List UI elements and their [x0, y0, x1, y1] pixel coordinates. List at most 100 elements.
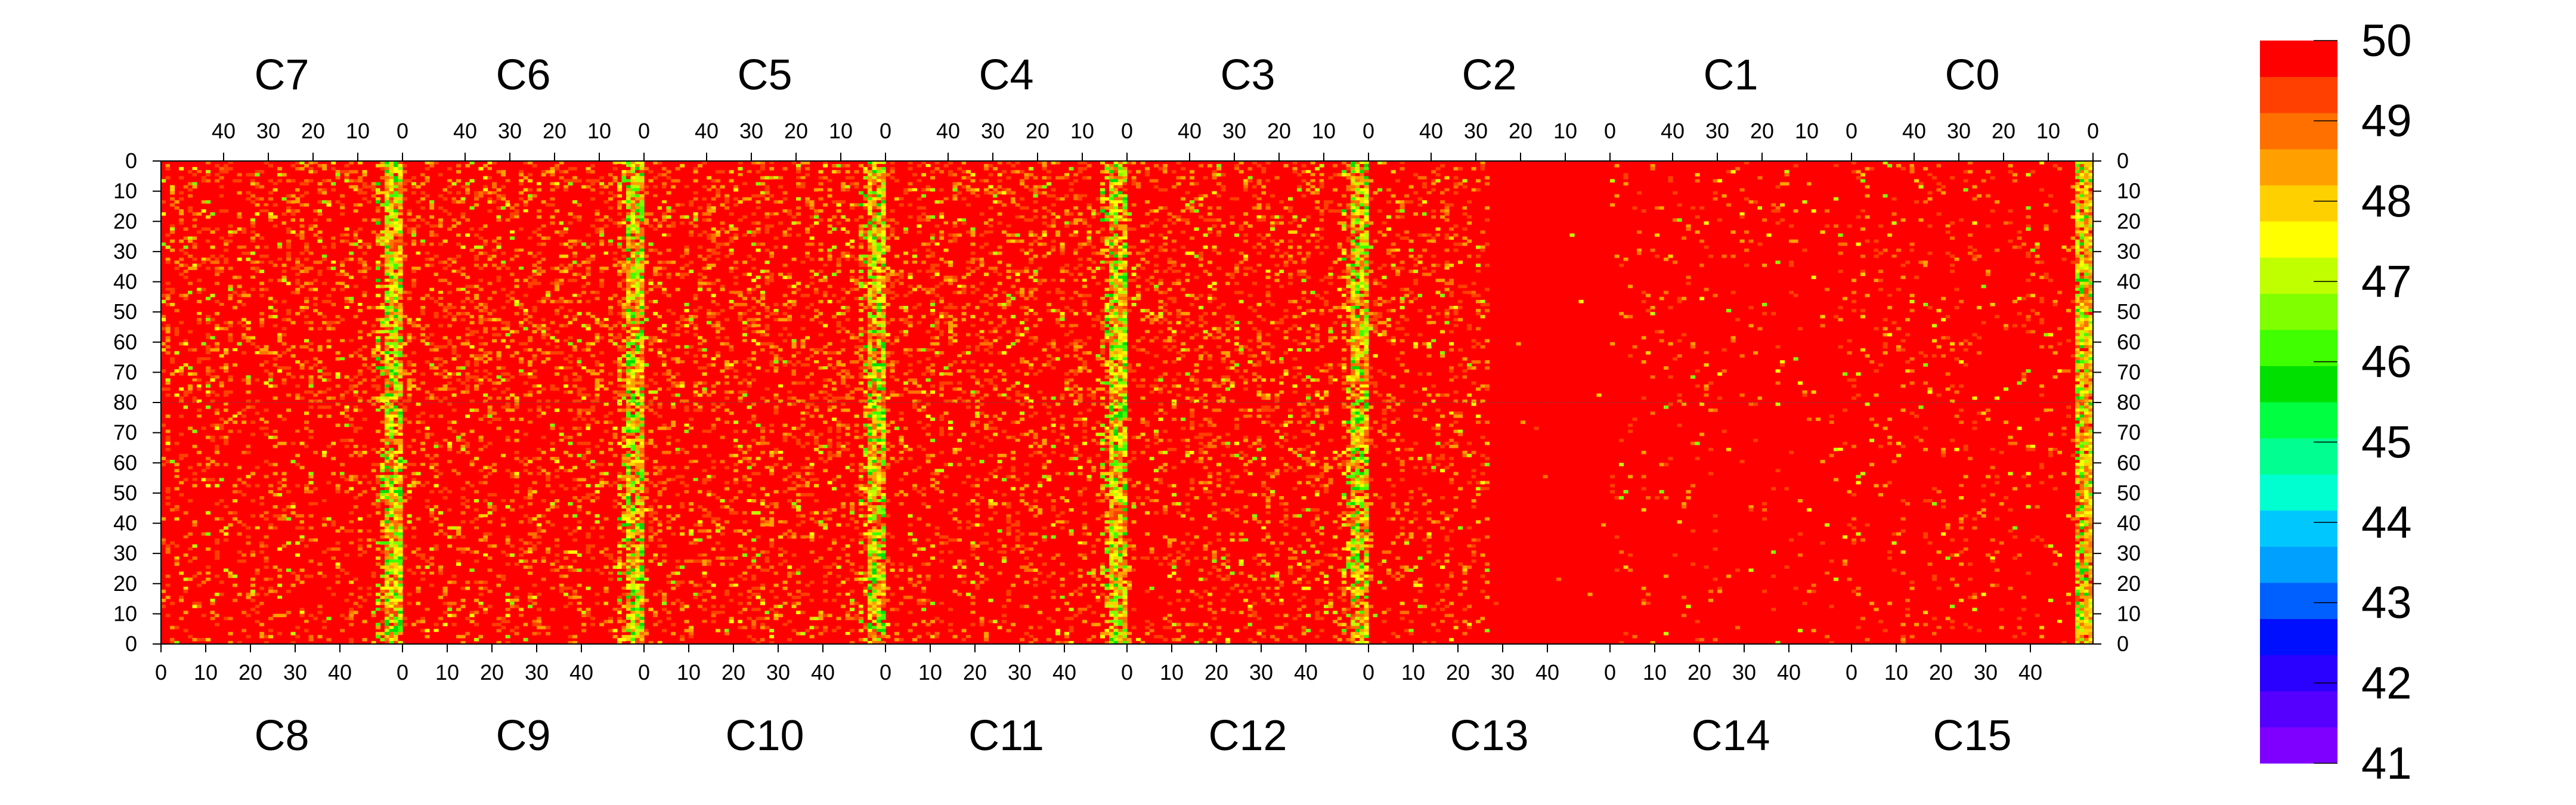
heatmap-cell: [353, 191, 358, 195]
heatmap-cell: [259, 454, 265, 457]
heatmap-cell: [581, 302, 587, 306]
heatmap-cell: [460, 559, 466, 563]
heatmap-cell: [523, 203, 528, 207]
heatmap-cell: [385, 245, 390, 249]
heatmap-cell: [304, 544, 309, 548]
heatmap-cell: [264, 426, 269, 431]
heatmap-cell: [331, 472, 336, 476]
heatmap-cell: [259, 417, 265, 421]
heatmap-cell: [326, 312, 332, 315]
heatmap-cell: [483, 535, 488, 539]
heatmap-cell: [568, 460, 573, 463]
heatmap-cell: [599, 384, 605, 388]
heatmap-cell: [442, 261, 448, 264]
heatmap-cell: [206, 637, 211, 642]
heatmap-cell: [201, 284, 206, 289]
heatmap-cell: [242, 466, 247, 469]
heatmap-cell: [492, 200, 497, 204]
heatmap-cell: [299, 363, 305, 367]
heatmap-cell: [510, 508, 515, 512]
heatmap-cell: [425, 203, 430, 207]
heatmap-cell: [389, 363, 394, 367]
heatmap-cell: [335, 565, 340, 569]
heatmap-cell: [380, 550, 385, 554]
heatmap-cell: [394, 617, 399, 621]
heatmap-cell: [237, 490, 242, 494]
heatmap-cell: [299, 182, 305, 186]
heatmap-cell: [398, 254, 403, 258]
heatmap-cell: [385, 342, 390, 346]
heatmap-cell: [224, 242, 229, 246]
heatmap-cell: [492, 463, 497, 466]
heatmap-cell: [407, 484, 412, 488]
heatmap-cell: [603, 438, 609, 442]
heatmap-cell: [371, 363, 376, 367]
heatmap-cell: [469, 387, 475, 391]
heatmap-cell: [612, 221, 618, 225]
heatmap-cell: [465, 342, 470, 346]
heatmap-cell: [541, 529, 546, 533]
heatmap-cell: [568, 602, 573, 605]
heatmap-cell: [219, 306, 224, 309]
heatmap-cell: [568, 369, 573, 373]
heatmap-cell: [398, 302, 403, 306]
heatmap-cell: [519, 227, 524, 231]
heatmap-cell: [617, 200, 623, 204]
heatmap-cell: [420, 381, 426, 385]
heatmap-cell: [483, 580, 488, 584]
heatmap-cell: [496, 194, 501, 198]
heatmap-cell: [385, 631, 390, 636]
heatmap-cell: [402, 357, 408, 361]
heatmap-cell: [228, 230, 233, 234]
heatmap-cell: [295, 245, 301, 249]
heatmap-cell: [411, 429, 417, 434]
heatmap-cell: [335, 562, 340, 566]
heatmap-cell: [268, 544, 274, 548]
heatmap-cell: [420, 420, 426, 425]
heatmap-cell: [564, 390, 569, 394]
heatmap-cell: [577, 396, 582, 400]
heatmap-cell: [385, 502, 390, 506]
heatmap-cell: [537, 608, 542, 611]
heatmap-cell: [487, 345, 493, 349]
heatmap-cell: [411, 270, 417, 273]
heatmap-cell: [519, 324, 524, 328]
heatmap-cell: [626, 203, 631, 207]
heatmap-cell: [581, 363, 587, 367]
heatmap-cell: [264, 556, 269, 560]
heatmap-cell: [394, 508, 399, 512]
heatmap-cell: [402, 179, 408, 183]
heatmap-cell: [281, 221, 287, 225]
heatmap-cell: [523, 514, 528, 518]
heatmap-cell: [367, 514, 372, 518]
heatmap-cell: [394, 435, 399, 439]
heatmap-cell: [541, 469, 546, 473]
heatmap-cell: [523, 327, 528, 331]
heatmap-cell: [353, 179, 358, 183]
heatmap-cell: [398, 475, 403, 479]
heatmap-cell: [228, 197, 233, 201]
heatmap-cell: [590, 405, 596, 409]
heatmap-cell: [474, 227, 479, 231]
heatmap-cell: [429, 275, 435, 280]
heatmap-cell: [250, 599, 256, 602]
heatmap-cell: [273, 565, 278, 569]
heatmap-cell: [215, 345, 220, 349]
heatmap-cell: [398, 239, 403, 243]
heatmap-cell: [331, 188, 336, 192]
heatmap-cell: [617, 284, 623, 289]
heatmap-cell: [528, 490, 533, 494]
heatmap-cell: [514, 351, 519, 355]
heatmap-cell: [442, 426, 448, 431]
heatmap-cell: [317, 390, 323, 394]
heatmap-cell: [250, 330, 256, 334]
heatmap-cell: [483, 278, 488, 283]
heatmap-cell: [264, 577, 269, 581]
heatmap-cell: [474, 293, 479, 298]
heatmap-cell: [510, 605, 515, 608]
heatmap-cell: [264, 532, 269, 536]
heatmap-cell: [438, 511, 444, 515]
heatmap-cell: [617, 182, 623, 186]
heatmap-cell: [505, 562, 510, 566]
heatmap-cell: [340, 191, 345, 195]
